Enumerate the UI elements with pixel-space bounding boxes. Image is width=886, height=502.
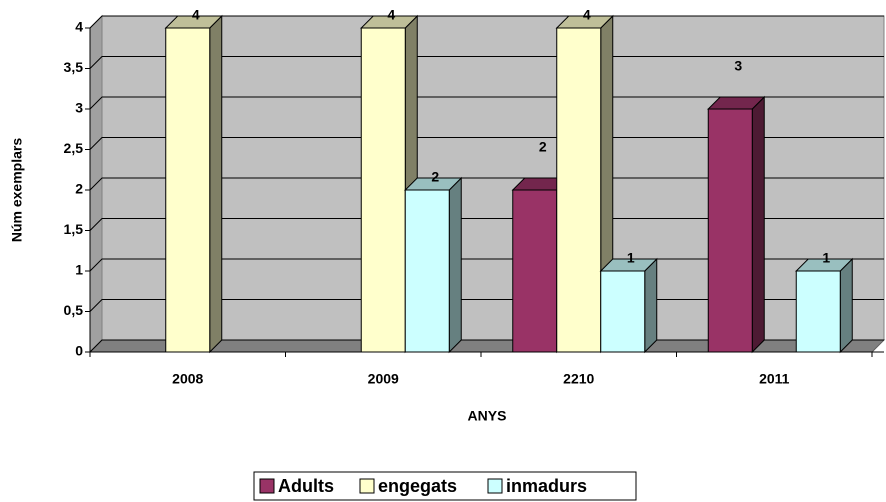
grid-line	[89, 177, 884, 191]
bar	[360, 27, 406, 353]
data-label: 2	[431, 169, 439, 185]
y-tick-label: 2	[75, 181, 83, 197]
y-tick-label: 3,5	[64, 59, 84, 75]
x-tick-label: 2009	[368, 371, 399, 387]
y-tick-label: 3	[75, 100, 83, 116]
data-label: 4	[583, 7, 591, 23]
bar	[165, 27, 211, 353]
bar	[795, 270, 841, 353]
legend-label: Adults	[278, 476, 334, 496]
grid-line	[89, 96, 884, 110]
grid-line	[89, 218, 884, 231]
legend-label: inmadurs	[506, 476, 587, 496]
bar-side	[209, 14, 223, 354]
data-label: 3	[734, 58, 742, 74]
bar-side	[751, 95, 765, 354]
y-tick-label: 1	[75, 262, 83, 278]
data-label: 1	[627, 250, 635, 266]
x-axis-title: ANYS	[468, 408, 507, 424]
grid-line	[89, 15, 884, 29]
legend-label: engegats	[378, 476, 457, 496]
bar-side	[448, 176, 462, 354]
x-tick-label: 2008	[172, 371, 203, 387]
bar-side	[839, 257, 853, 354]
x-tick-label: 2210	[563, 371, 594, 387]
x-tick-label: 2011	[759, 371, 790, 387]
bar-side	[644, 257, 658, 354]
bar	[707, 108, 753, 353]
data-label: 1	[822, 250, 830, 266]
bar	[512, 189, 558, 353]
legend-swatch	[487, 478, 503, 494]
grid-line	[89, 137, 884, 150]
y-tick-label: 1,5	[64, 221, 84, 237]
bar	[600, 270, 646, 353]
data-label: 4	[192, 7, 200, 23]
bar	[404, 189, 450, 353]
y-tick-label: 0	[75, 343, 83, 359]
grid-line	[89, 56, 884, 69]
legend-box	[253, 471, 637, 501]
legend-swatch	[259, 478, 275, 494]
y-tick-label: 0,5	[64, 302, 84, 318]
y-axis-title: Núm exemplars	[9, 138, 25, 242]
data-label: 2	[539, 139, 547, 155]
y-tick-label: 4	[75, 19, 83, 35]
data-label: 4	[387, 7, 395, 23]
bar	[556, 27, 602, 353]
legend-swatch	[359, 478, 375, 494]
y-tick-label: 2,5	[64, 140, 84, 156]
